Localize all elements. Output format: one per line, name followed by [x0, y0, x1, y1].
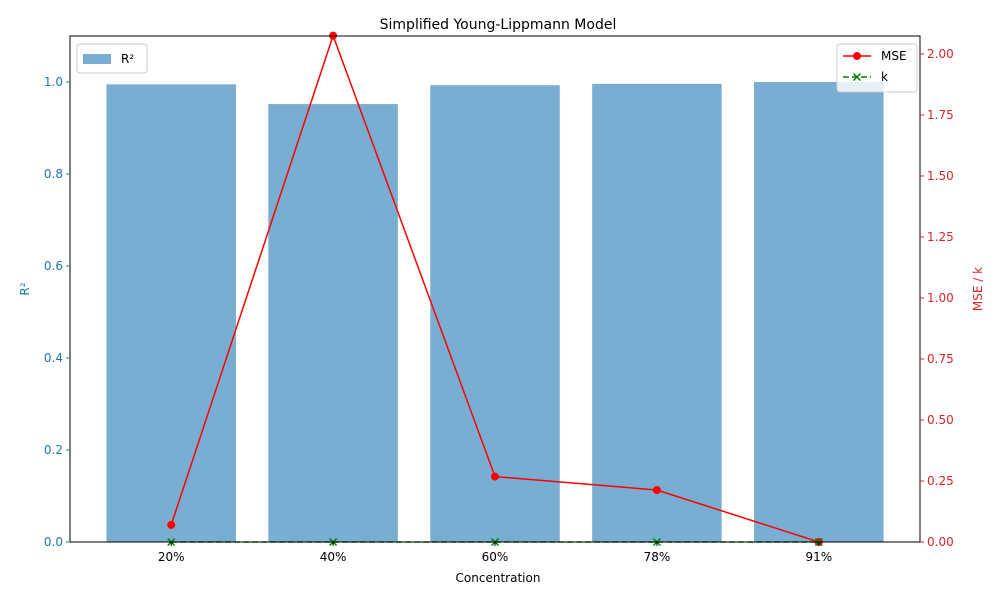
- bar-91pct: [754, 82, 884, 542]
- y-left-tick-label: 0.2: [44, 443, 63, 457]
- y-axis-right-label: MSE / k: [971, 267, 985, 311]
- y-right-tick-label: 0.75: [927, 352, 954, 366]
- bar-60pct: [430, 85, 560, 542]
- y-right-tick-label: 0.25: [927, 474, 954, 488]
- bar-40pct: [268, 104, 398, 542]
- y-left-tick-label: 0.0: [44, 535, 63, 549]
- bar-78pct: [592, 83, 722, 542]
- y-left-tick-label: 0.4: [44, 351, 63, 365]
- axes-layer: 20% 40% 60% 78% 91% 0.0 0.2 0.4 0.6 0.8 1.0 0.00 0.2…: [44, 35, 954, 564]
- chart-title: Simplified Young-Lippmann Model: [380, 17, 617, 33]
- legend-marker-k: [852, 72, 862, 82]
- y-right-tick-label: 1.25: [927, 230, 954, 244]
- y-right-tick-label: 1.50: [927, 169, 954, 183]
- y-right-tick-label: 1.75: [927, 108, 954, 122]
- bar-20pct: [106, 84, 236, 543]
- x-tick-label: 91%: [805, 550, 832, 564]
- x-tick-label: 78%: [644, 550, 671, 564]
- y-left-tick-label: 0.6: [44, 259, 63, 273]
- legend-left: R²: [76, 43, 148, 74]
- y-left-tick-label: 0.8: [44, 167, 63, 181]
- legend-label-mse: MSE: [881, 49, 907, 63]
- y-axis-left-label: R²: [18, 282, 32, 295]
- legend-label-r2: R²: [121, 52, 134, 66]
- legend-label-k: k: [881, 70, 888, 84]
- marker-mse-2: [491, 472, 499, 481]
- marker-mse-0: [167, 520, 176, 529]
- bars-layer: [106, 82, 884, 543]
- x-axis-label: Concentration: [456, 571, 541, 585]
- y-right-tick-label: 0.50: [927, 413, 954, 427]
- legend-right: MSE k: [836, 43, 918, 93]
- legend-swatch-r2: [83, 54, 111, 64]
- y-right-tick-label: 0.00: [927, 535, 954, 549]
- y-left-tick-label: 1.0: [44, 75, 63, 89]
- marker-mse-3: [652, 486, 661, 495]
- x-tick-label: 20%: [158, 550, 185, 564]
- y-right-tick-label: 1.00: [927, 291, 954, 305]
- x-tick-label: 40%: [320, 550, 347, 564]
- y-right-tick-label: 2.00: [927, 47, 954, 61]
- legend-left-frame: [76, 43, 148, 74]
- legend-marker-mse: [853, 52, 861, 60]
- x-tick-label: 60%: [482, 550, 509, 564]
